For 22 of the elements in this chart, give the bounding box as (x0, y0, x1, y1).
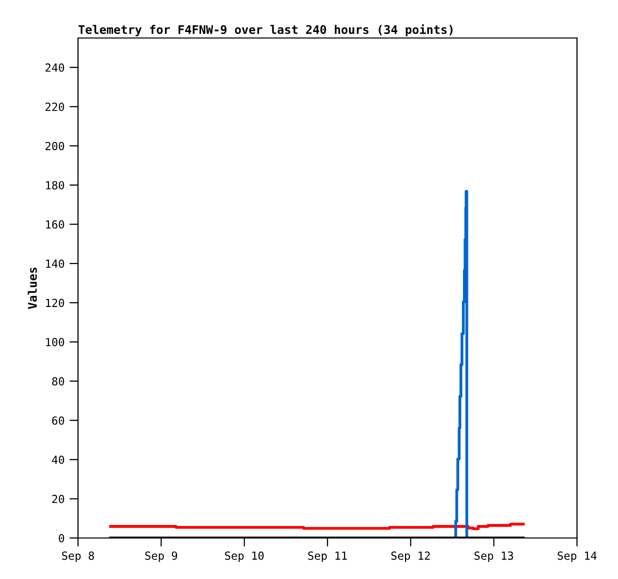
y-tick-label: 200 (46, 142, 64, 150)
y-tick-label: 220 (46, 102, 64, 112)
y-tick-label: 140 (46, 259, 64, 268)
x-tick-label: Sep 9 (145, 551, 178, 562)
y-tick-label: 80 (52, 377, 64, 386)
x-tick-label: Sep 11 (308, 551, 347, 562)
chart-title: Telemetry for F4FNW-9 over last 240 hours (34 points) (78, 24, 452, 36)
y-tick-label: 180 (46, 181, 64, 190)
y-tick-label: 60 (52, 416, 64, 425)
x-tick-label: Sep 8 (62, 551, 94, 562)
x-tick-label: Sep 10 (225, 551, 264, 562)
y-tick-label: 0 (58, 534, 64, 542)
y-tick-label: 100 (46, 338, 64, 346)
x-tick-label: Sep 13 (474, 551, 514, 562)
y-tick-label: 40 (52, 456, 64, 464)
x-tick-label: Sep 12 (391, 551, 430, 562)
y-axis-title: Values (28, 268, 37, 309)
y-tick-label: 240 (46, 63, 64, 72)
x-tick-label: Sep 14 (558, 551, 597, 562)
y-tick-label: 20 (52, 494, 64, 504)
y-tick-label: 120 (46, 298, 64, 308)
y-tick-label: 160 (46, 220, 64, 229)
